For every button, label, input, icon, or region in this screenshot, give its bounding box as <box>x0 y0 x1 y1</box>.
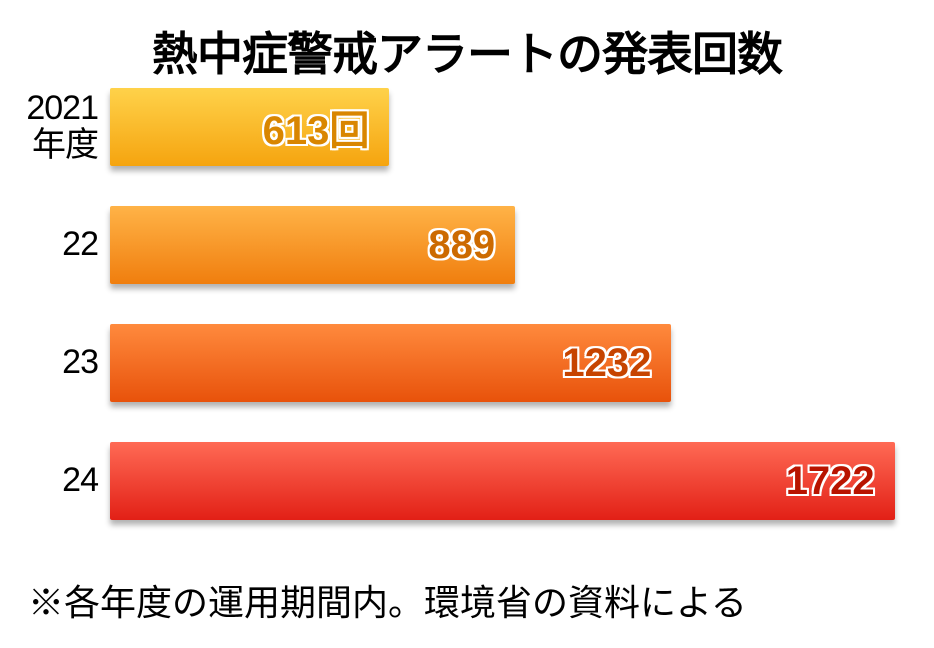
y-axis-label: 23 <box>0 344 110 381</box>
bar-value-label: 1722 <box>786 459 895 504</box>
y-axis-label: 24 <box>0 462 110 499</box>
bar-chart: 2021年度 613回 22 889 23 1232 24 1722 <box>0 88 912 520</box>
bar-track: 1232 <box>110 324 912 402</box>
y-axis-label: 22 <box>0 226 110 263</box>
bar-value-label: 889 <box>428 223 515 268</box>
bar-row: 23 1232 <box>0 324 912 402</box>
bar-value-label: 1232 <box>562 341 671 386</box>
bar: 613回 <box>110 88 389 166</box>
y-axis-label: 2021年度 <box>0 90 110 165</box>
bar: 889 <box>110 206 515 284</box>
bar-track: 889 <box>110 206 912 284</box>
bar-row: 22 889 <box>0 206 912 284</box>
bar-track: 613回 <box>110 88 912 166</box>
bar-row: 24 1722 <box>0 442 912 520</box>
bar-track: 1722 <box>110 442 912 520</box>
chart-footnote: ※各年度の運用期間内。環境省の資料による <box>28 574 747 626</box>
bar-row: 2021年度 613回 <box>0 88 912 166</box>
bar: 1232 <box>110 324 671 402</box>
bar: 1722 <box>110 442 895 520</box>
bar-value-label: 613回 <box>263 98 390 156</box>
chart-title: 熱中症警戒アラートの発表回数 <box>0 0 934 84</box>
